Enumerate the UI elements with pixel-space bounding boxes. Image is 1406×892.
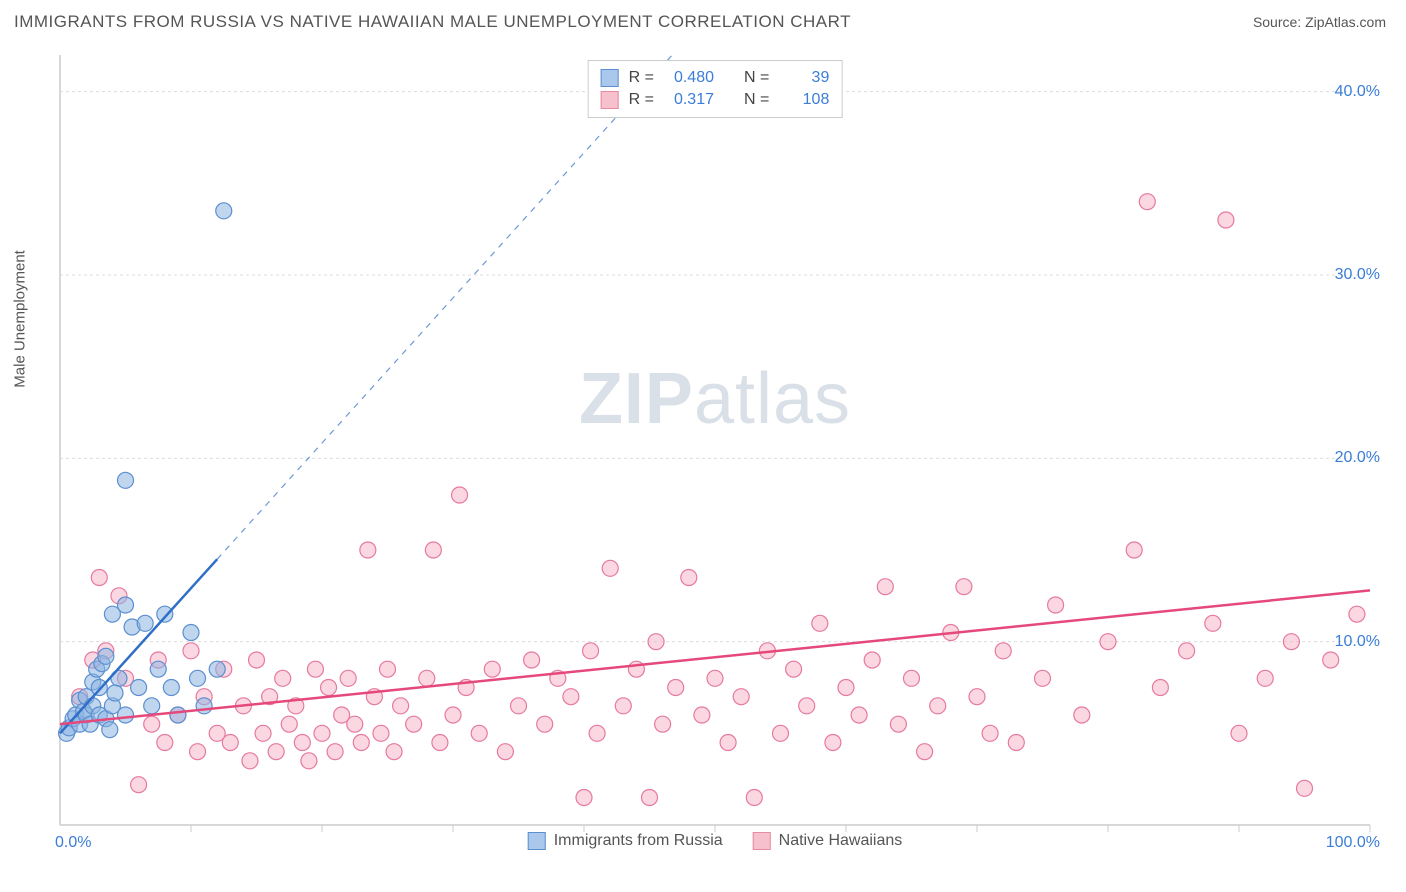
y-tick-label: 20.0% [1335, 449, 1380, 467]
correlation-legend: R = 0.480 N = 39 R = 0.317 N = 108 [588, 60, 843, 118]
legend-label-series2: Native Hawaiians [779, 832, 903, 850]
swatch-series1 [601, 69, 619, 87]
legend-row-series2: R = 0.317 N = 108 [601, 89, 830, 111]
scatter-plot-svg [50, 45, 1380, 850]
chart-title: IMMIGRANTS FROM RUSSIA VS NATIVE HAWAIIA… [14, 12, 851, 32]
r-value-series2: 0.317 [664, 91, 714, 109]
legend-label-series1: Immigrants from Russia [554, 832, 723, 850]
r-value-series1: 0.480 [664, 69, 714, 87]
legend-row-series1: R = 0.480 N = 39 [601, 67, 830, 89]
chart-source: Source: ZipAtlas.com [1253, 14, 1386, 30]
series-legend: Immigrants from Russia Native Hawaiians [528, 832, 903, 850]
swatch-icon [528, 832, 546, 850]
y-axis-label: Male Unemployment [12, 250, 29, 388]
x-tick-max: 100.0% [1326, 834, 1380, 852]
y-tick-label: 10.0% [1335, 633, 1380, 651]
x-tick-min: 0.0% [55, 834, 91, 852]
swatch-icon [753, 832, 771, 850]
legend-item-series1: Immigrants from Russia [528, 832, 723, 850]
chart-area: Male Unemployment ZIPatlas R = 0.480 N =… [50, 45, 1380, 850]
y-tick-label: 30.0% [1335, 266, 1380, 284]
n-value-series1: 39 [779, 69, 829, 87]
y-tick-label: 40.0% [1335, 83, 1380, 101]
swatch-series2 [601, 91, 619, 109]
legend-item-series2: Native Hawaiians [753, 832, 903, 850]
chart-header: IMMIGRANTS FROM RUSSIA VS NATIVE HAWAIIA… [0, 0, 1406, 40]
n-value-series2: 108 [779, 91, 829, 109]
